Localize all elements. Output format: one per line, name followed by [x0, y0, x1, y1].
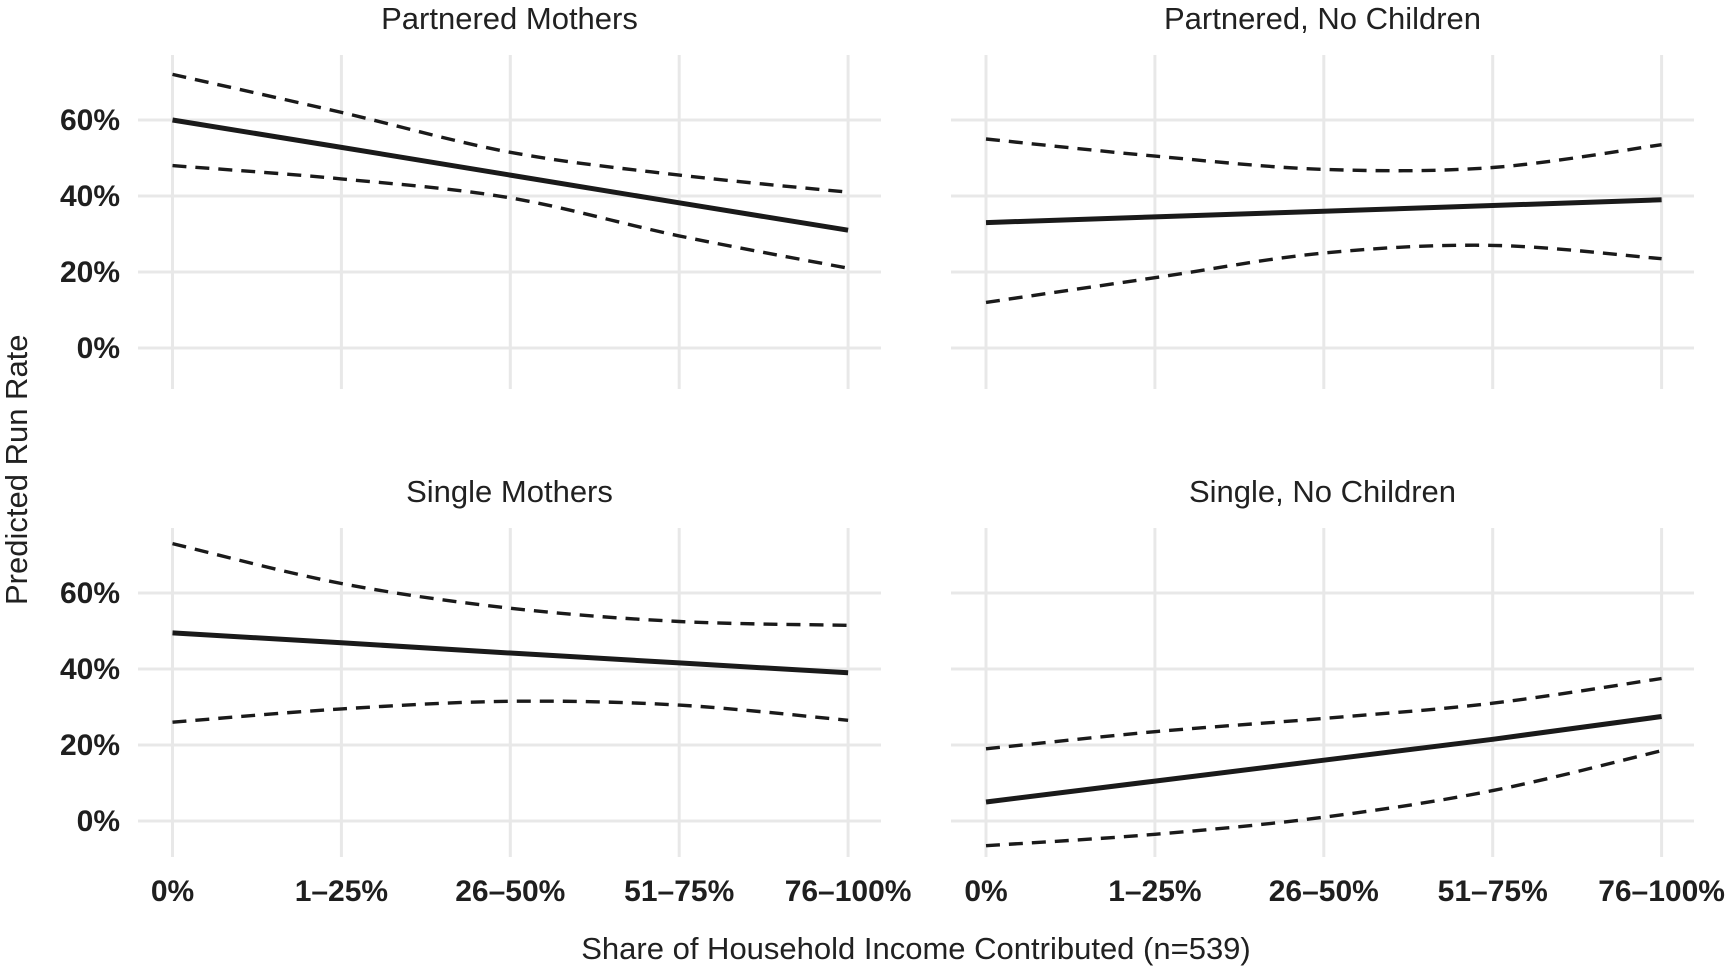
x-axis-title: Share of Household Income Contributed (n… — [581, 931, 1251, 966]
panel-single-mothers-lower_ci-line — [172, 699, 849, 724]
y-tick-label: 20% — [60, 256, 120, 289]
facet-title-single-no-children: Single, No Children — [1188, 474, 1457, 509]
panel-partnered-mothers-predicted-line — [172, 117, 849, 233]
x-tick-label: 26–50% — [455, 875, 565, 908]
x-tick-label: 76–100% — [785, 875, 912, 908]
panel-single-mothers-predicted-line — [172, 630, 849, 676]
y-tick-label: 0% — [77, 805, 120, 838]
panel-partnered-no-children-predicted-line — [985, 197, 1662, 226]
y-tick-label: 40% — [60, 653, 120, 686]
x-tick-label: 51–75% — [624, 875, 734, 908]
x-tick-label: 1–25% — [295, 875, 388, 908]
panel-partnered-mothers-upper_ci-line — [172, 72, 849, 194]
y-tick-label: 0% — [77, 332, 120, 365]
y-axis-title: Predicted Run Rate — [0, 334, 34, 606]
panel-single-no-children-predicted-line — [985, 714, 1662, 805]
y-tick-label: 60% — [60, 577, 120, 610]
x-tick-label: 0% — [151, 875, 194, 908]
y-tick-label: 60% — [60, 104, 120, 137]
facet-title-partnered-no-children: Partnered, No Children — [1163, 1, 1482, 36]
panel-single-mothers-upper_ci-line — [172, 541, 849, 627]
facet-title-partnered-mothers: Partnered Mothers — [381, 1, 638, 36]
x-tick-label: 26–50% — [1269, 875, 1379, 908]
x-tick-label: 76–100% — [1598, 875, 1725, 908]
y-tick-label: 20% — [60, 729, 120, 762]
facet-title-single-mothers: Single Mothers — [406, 474, 613, 509]
x-tick-label: 51–75% — [1438, 875, 1548, 908]
x-tick-label: 1–25% — [1108, 875, 1201, 908]
y-tick-label: 40% — [60, 180, 120, 213]
x-tick-label: 0% — [964, 875, 1007, 908]
